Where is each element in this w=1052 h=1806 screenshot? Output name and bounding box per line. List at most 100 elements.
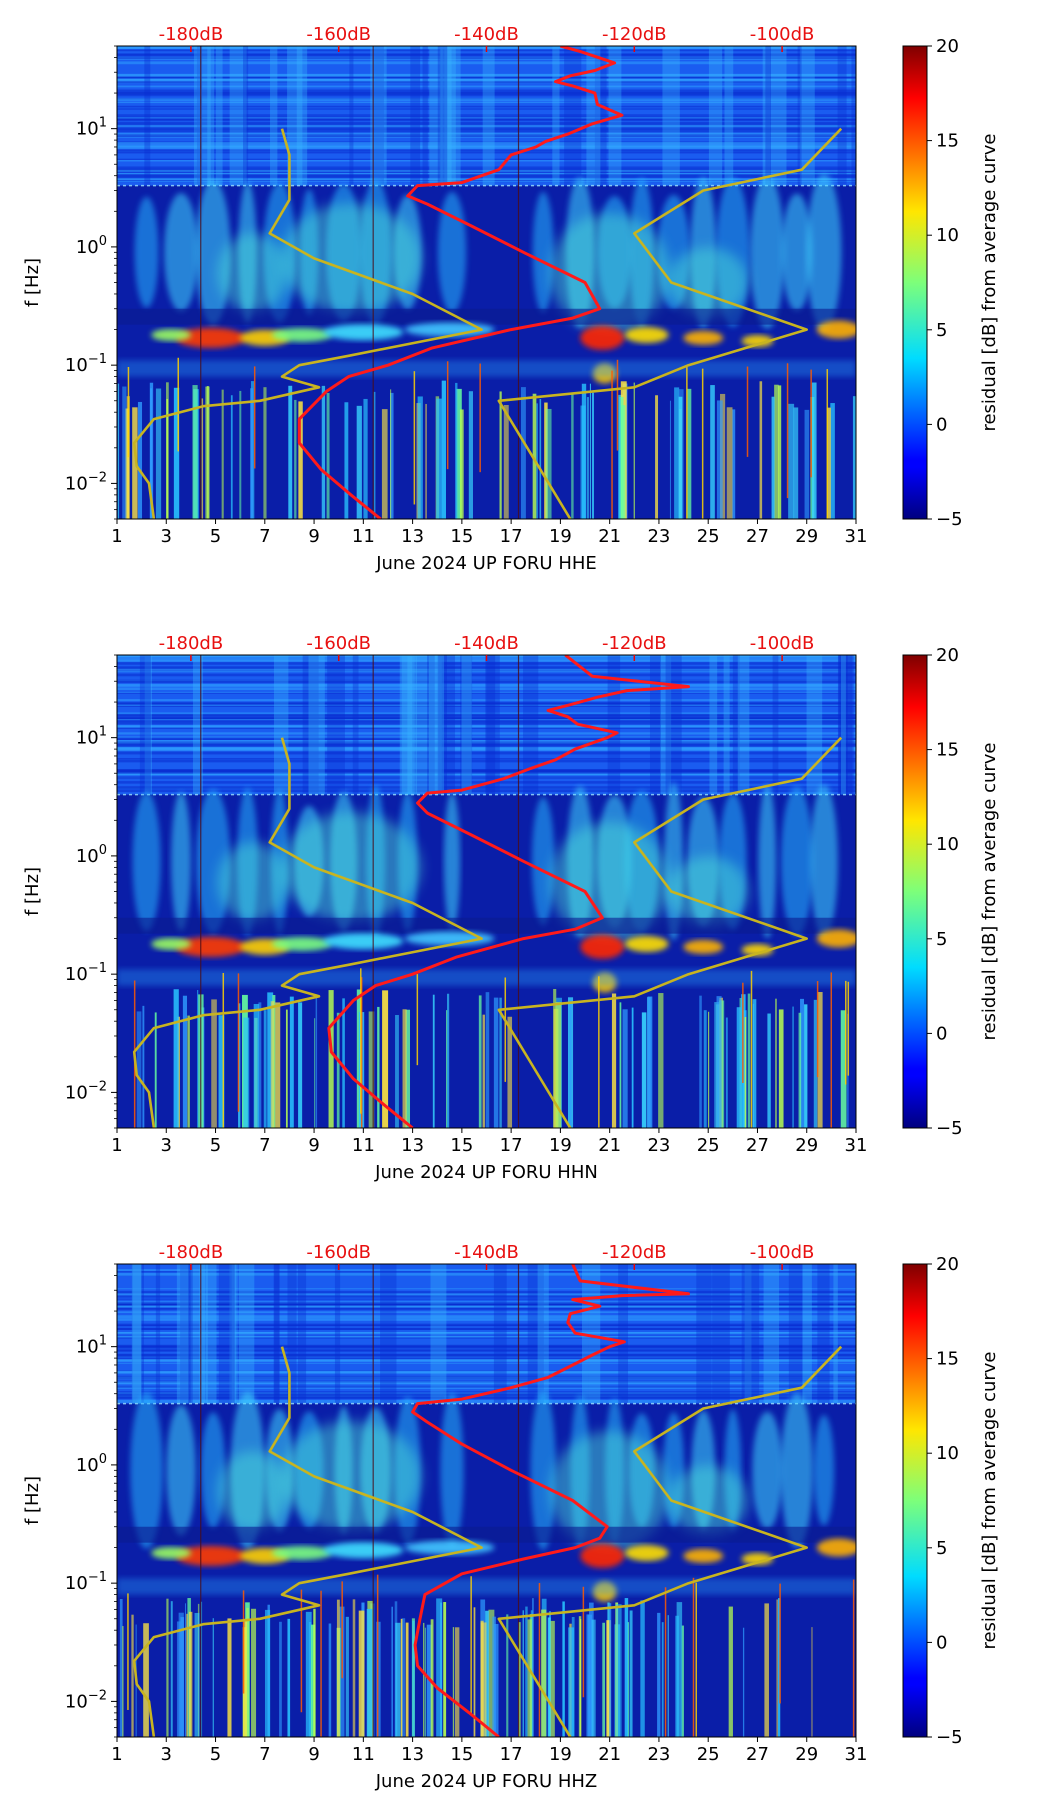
low-frequency-streak bbox=[726, 407, 733, 519]
y-tick-label: 101 bbox=[76, 116, 107, 140]
noise-streak bbox=[117, 741, 856, 743]
spike bbox=[177, 357, 180, 452]
noise-streak bbox=[117, 179, 856, 181]
noise-streak bbox=[117, 699, 856, 702]
noise-streak bbox=[117, 744, 856, 747]
plume bbox=[752, 1411, 783, 1530]
average-psd-curve bbox=[411, 1264, 690, 1737]
noise-streak bbox=[117, 732, 856, 735]
noise-column bbox=[370, 46, 387, 186]
low-frequency-streak bbox=[676, 1602, 683, 1737]
noise-streak bbox=[117, 726, 856, 729]
spike bbox=[479, 363, 481, 473]
noise-column bbox=[772, 655, 779, 795]
low-frequency-streak bbox=[678, 396, 683, 519]
secondary-band bbox=[117, 360, 856, 377]
x-tick-label: 13 bbox=[401, 526, 424, 547]
plume bbox=[437, 191, 467, 313]
low-frequency-streak bbox=[622, 1009, 628, 1128]
low-frequency-streak bbox=[201, 398, 204, 519]
noise-streak bbox=[117, 1293, 856, 1297]
low-frequency-streak bbox=[571, 392, 574, 519]
low-frequency-streak bbox=[606, 1620, 611, 1737]
low-frequency-streak bbox=[423, 1622, 425, 1737]
noise-streak bbox=[117, 56, 856, 60]
x-tick-label: 11 bbox=[352, 1744, 375, 1765]
cloud bbox=[549, 822, 670, 943]
low-frequency-streak bbox=[180, 1617, 185, 1737]
noise-column bbox=[444, 46, 461, 186]
low-frequency-streak bbox=[641, 1012, 647, 1128]
noise-column bbox=[131, 1264, 142, 1404]
spike bbox=[242, 1590, 245, 1694]
noise-column bbox=[840, 655, 846, 795]
noise-column bbox=[430, 1264, 447, 1404]
low-frequency-streak bbox=[294, 399, 297, 519]
low-frequency-streak bbox=[710, 385, 715, 519]
plot-area bbox=[117, 655, 856, 1128]
low-frequency-streak bbox=[417, 396, 423, 519]
low-frequency-streak bbox=[205, 386, 210, 519]
average-psd-curve bbox=[327, 655, 690, 1128]
low-frequency-streak bbox=[615, 1604, 622, 1737]
low-frequency-streak bbox=[344, 402, 349, 519]
low-frequency-streak bbox=[381, 409, 388, 519]
low-frequency-streak bbox=[200, 1601, 203, 1737]
noise-streak bbox=[117, 1302, 856, 1305]
cloud bbox=[217, 233, 288, 314]
noise-column bbox=[273, 1264, 280, 1404]
low-frequency-streak bbox=[253, 1003, 260, 1128]
hotspot bbox=[580, 325, 625, 350]
low-frequency-streak bbox=[547, 1617, 551, 1737]
hotspot bbox=[683, 1548, 724, 1563]
x-tick-label: 19 bbox=[549, 1135, 572, 1156]
low-frequency-streak bbox=[218, 1015, 225, 1128]
low-frequency-streak bbox=[405, 1622, 409, 1737]
low-frequency-streak bbox=[611, 993, 617, 1128]
low-frequency-streak bbox=[447, 993, 450, 1128]
plume bbox=[134, 196, 159, 308]
colorbar-label: residual [dB] from average curve bbox=[979, 133, 1000, 431]
hotspot bbox=[580, 1543, 625, 1568]
noise-column bbox=[485, 655, 500, 795]
noise-streak bbox=[117, 1298, 856, 1300]
noise-column bbox=[659, 655, 672, 795]
colorbar-tick-label: 0 bbox=[936, 414, 947, 435]
plume bbox=[440, 1392, 464, 1549]
noise-streak bbox=[117, 1377, 856, 1380]
noise-streak bbox=[117, 1381, 856, 1384]
colorbar-tick-label: 20 bbox=[936, 36, 959, 57]
low-frequency-streak bbox=[358, 1610, 365, 1737]
low-frequency-streak bbox=[562, 1601, 565, 1737]
low-frequency-streak bbox=[315, 996, 318, 1128]
hotspot bbox=[683, 939, 724, 954]
noise-column bbox=[588, 1264, 601, 1404]
low-frequency-streak bbox=[793, 407, 799, 519]
plume bbox=[166, 1405, 196, 1536]
low-frequency-streak bbox=[778, 385, 782, 519]
spike bbox=[360, 968, 362, 1114]
noise-column bbox=[180, 1264, 191, 1404]
x-tick-label: 5 bbox=[210, 1135, 221, 1156]
colorbar-tick-label: 0 bbox=[936, 1023, 947, 1044]
low-frequency-streak bbox=[336, 1012, 340, 1128]
plume bbox=[132, 791, 161, 932]
plume bbox=[531, 797, 555, 926]
noise-streak bbox=[117, 85, 856, 88]
noise-streak bbox=[117, 1354, 856, 1358]
x-tick-label: 3 bbox=[161, 526, 172, 547]
noise-column bbox=[594, 46, 607, 186]
low-frequency-streak bbox=[287, 1618, 291, 1737]
low-frequency-streak bbox=[852, 396, 856, 519]
low-frequency-streak bbox=[395, 1622, 401, 1737]
x-tick-label: 15 bbox=[450, 1744, 473, 1765]
noise-column bbox=[428, 655, 442, 795]
plume bbox=[200, 1412, 226, 1529]
noise-streak bbox=[117, 171, 856, 174]
low-frequency-streak bbox=[569, 999, 572, 1128]
low-frequency-streak bbox=[609, 1603, 612, 1737]
low-frequency-streak bbox=[305, 1611, 312, 1737]
secondary-band bbox=[117, 969, 856, 986]
low-frequency-streak bbox=[352, 1599, 356, 1737]
noise-streak bbox=[117, 769, 856, 772]
